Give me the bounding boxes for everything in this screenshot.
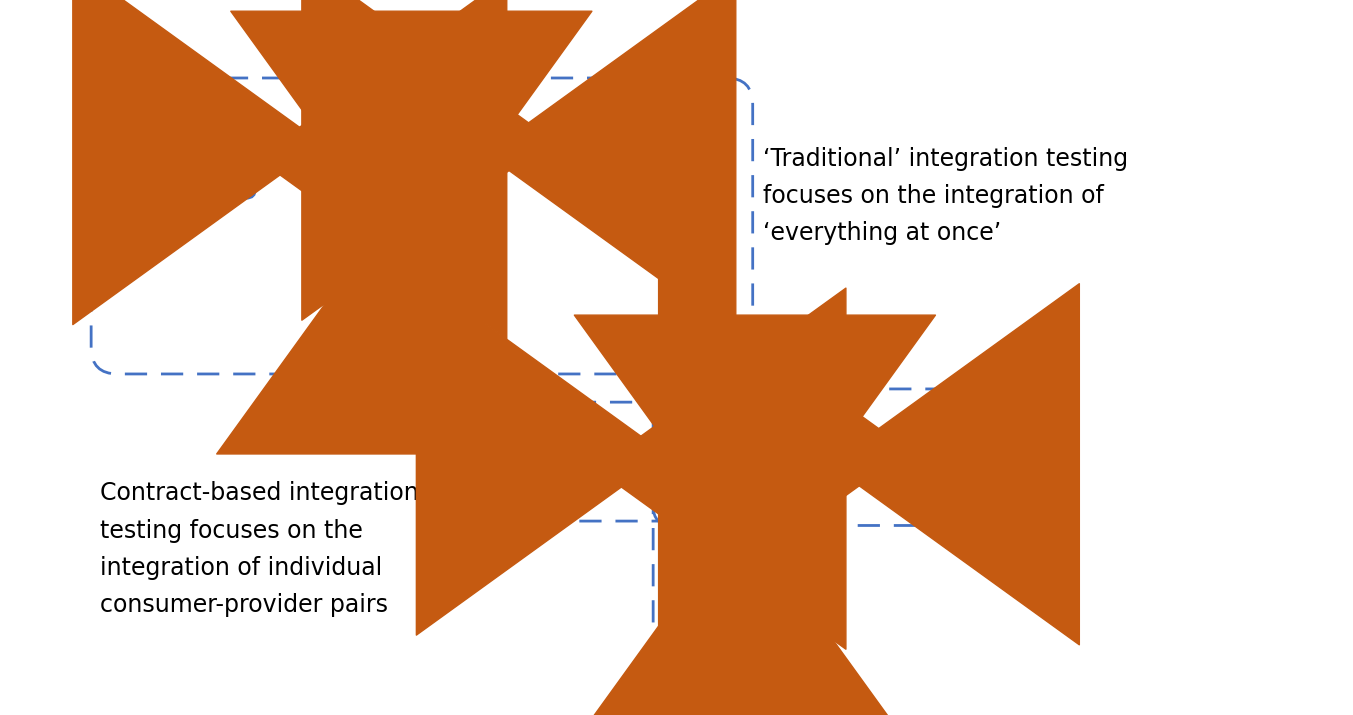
Text: Contract-based integration
testing focuses on the
integration of individual
cons: Contract-based integration testing focus… bbox=[100, 481, 418, 617]
FancyBboxPatch shape bbox=[116, 103, 257, 199]
FancyBboxPatch shape bbox=[331, 261, 468, 350]
Text: Component C: Component C bbox=[547, 142, 694, 161]
Text: Component A: Component A bbox=[460, 453, 595, 470]
FancyBboxPatch shape bbox=[675, 565, 812, 649]
Text: Component C: Component C bbox=[909, 453, 1045, 470]
Text: Component A: Component A bbox=[112, 142, 260, 161]
FancyBboxPatch shape bbox=[667, 402, 829, 512]
Text: Component D: Component D bbox=[675, 598, 812, 616]
FancyBboxPatch shape bbox=[552, 103, 689, 199]
Text: Component B: Component B bbox=[681, 448, 816, 466]
FancyBboxPatch shape bbox=[909, 415, 1045, 508]
FancyBboxPatch shape bbox=[323, 89, 486, 204]
Text: Component B: Component B bbox=[330, 137, 478, 156]
FancyBboxPatch shape bbox=[460, 415, 595, 508]
Text: Component D: Component D bbox=[326, 296, 475, 315]
Text: ‘Traditional’ integration testing
focuses on the integration of
‘everything at o: ‘Traditional’ integration testing focuse… bbox=[763, 147, 1128, 245]
